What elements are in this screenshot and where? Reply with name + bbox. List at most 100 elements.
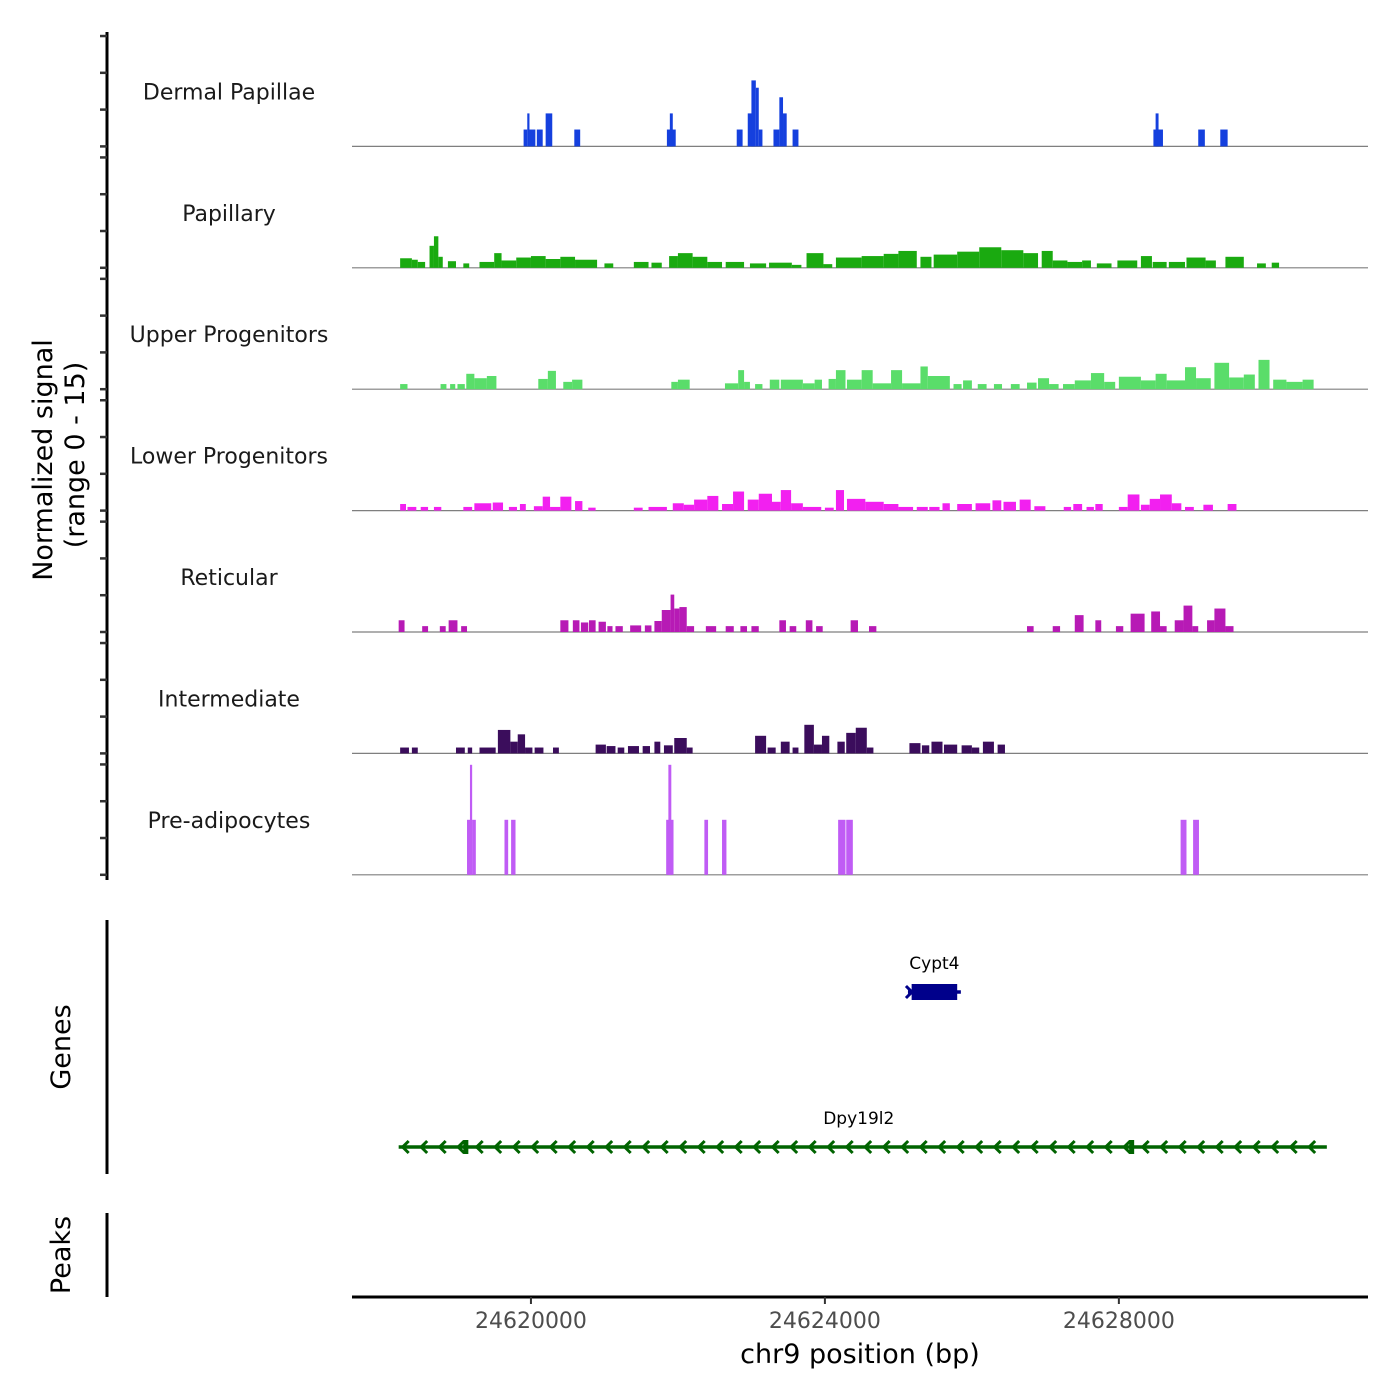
strand-arrow-icon [456, 1139, 466, 1155]
signal-bar [1151, 611, 1161, 632]
track-pre-adipocytes [352, 764, 1368, 876]
signal-bar [472, 819, 476, 875]
strand-arrow-icon [548, 1139, 558, 1155]
signal-bar [920, 366, 928, 390]
signal-bar [516, 257, 531, 268]
signal-bar [971, 747, 980, 754]
signal-bar [1174, 620, 1184, 632]
signal-bar [921, 745, 930, 754]
signal-bar [533, 506, 543, 511]
signal-bar [780, 490, 792, 511]
signal-bar [872, 383, 892, 390]
signal-bar [806, 253, 824, 268]
signal-bar [1192, 626, 1199, 632]
signal-bar [992, 500, 1002, 511]
signal-bar [705, 626, 717, 632]
strand-arrow-icon [474, 1139, 484, 1155]
strand-arrow-icon [567, 1139, 577, 1155]
signal-bar [1243, 374, 1255, 390]
signal-bar [595, 744, 606, 754]
strand-arrow-icon [1288, 1139, 1298, 1155]
strand-arrow-icon [1307, 1139, 1317, 1155]
signal-bar [861, 370, 873, 390]
signal-bar [1149, 498, 1161, 511]
signal-bar [679, 607, 687, 632]
signal-bar [1286, 381, 1303, 390]
signal-bar [633, 261, 649, 268]
signal-bar [1227, 504, 1237, 511]
signal-bar [627, 746, 639, 754]
gene-dpy19l2: Dpy19l2 [398, 1109, 1327, 1155]
signal-bar [1220, 129, 1228, 147]
signal-bar [802, 383, 815, 390]
signal-bar [1027, 626, 1034, 632]
signal-bar [850, 620, 858, 632]
signal-bar [1225, 256, 1244, 268]
signal-bar [1160, 494, 1172, 511]
exon [463, 1140, 469, 1154]
signal-bar [846, 732, 856, 754]
signal-bar [1257, 263, 1266, 268]
signal-bar [869, 626, 877, 632]
signal-bar [816, 626, 823, 632]
signal-bar [902, 383, 921, 390]
signal-bar [670, 819, 674, 875]
signal-bar [780, 379, 803, 390]
signal-bar [957, 251, 980, 268]
signal-bar [440, 384, 447, 390]
signal-bar [824, 507, 834, 511]
signal-bar [1207, 620, 1215, 632]
strand-arrow-icon [752, 1139, 762, 1155]
signal-bar [1302, 379, 1314, 390]
peaks-track-label: Peaks [46, 1216, 77, 1294]
strand-arrow-icon [1085, 1139, 1095, 1155]
signal-bar [909, 743, 921, 754]
signal-bar [891, 370, 903, 390]
signal-bar [1140, 256, 1152, 268]
signal-bar [447, 261, 456, 268]
strand-arrow-icon [1233, 1139, 1243, 1155]
genes-track-label: Genes [46, 1004, 77, 1089]
signal-bar [448, 620, 458, 632]
signal-bar [580, 622, 589, 632]
strand-arrow-icon [1048, 1139, 1058, 1155]
signal-bar [510, 741, 518, 754]
gene-label: Cypt4 [909, 954, 959, 974]
signal-bar [898, 506, 914, 511]
signal-bar [724, 383, 739, 390]
strand-arrow-icon [1011, 1139, 1021, 1155]
track-dermal-papillae [352, 80, 1368, 147]
strand-arrow-icon [641, 1139, 651, 1155]
signal-bar [1052, 260, 1068, 268]
track-intermediate [352, 724, 1368, 755]
signal-bar [835, 490, 845, 511]
signal-bar [707, 495, 719, 511]
signal-tracks [352, 80, 1368, 876]
signal-bar [677, 379, 690, 390]
signal-bar [529, 129, 536, 147]
signal-bar [979, 247, 1002, 268]
signal-bar [589, 620, 596, 632]
signal-bar [560, 620, 569, 632]
x-tick-label: 24628000 [1063, 1309, 1175, 1334]
signal-bar [463, 506, 473, 511]
signal-bar [837, 741, 845, 754]
signal-bar [545, 259, 561, 268]
signal-bar [828, 378, 836, 390]
signal-bar [511, 819, 516, 875]
strand-arrow-icon [585, 1139, 595, 1155]
signal-bar [467, 747, 473, 754]
signal-bar [648, 506, 667, 511]
signal-bar [651, 262, 662, 268]
signal-bar [455, 747, 465, 754]
signal-bar [433, 506, 442, 511]
signal-bar [654, 621, 662, 632]
signal-bar [1271, 262, 1280, 268]
signal-bar [683, 504, 695, 511]
signal-bar [1023, 253, 1039, 268]
signal-bar [1074, 615, 1084, 632]
signal-bar [814, 379, 822, 390]
signal-bar [751, 626, 759, 632]
signal-bar [804, 724, 814, 754]
signal-bar [450, 384, 456, 390]
